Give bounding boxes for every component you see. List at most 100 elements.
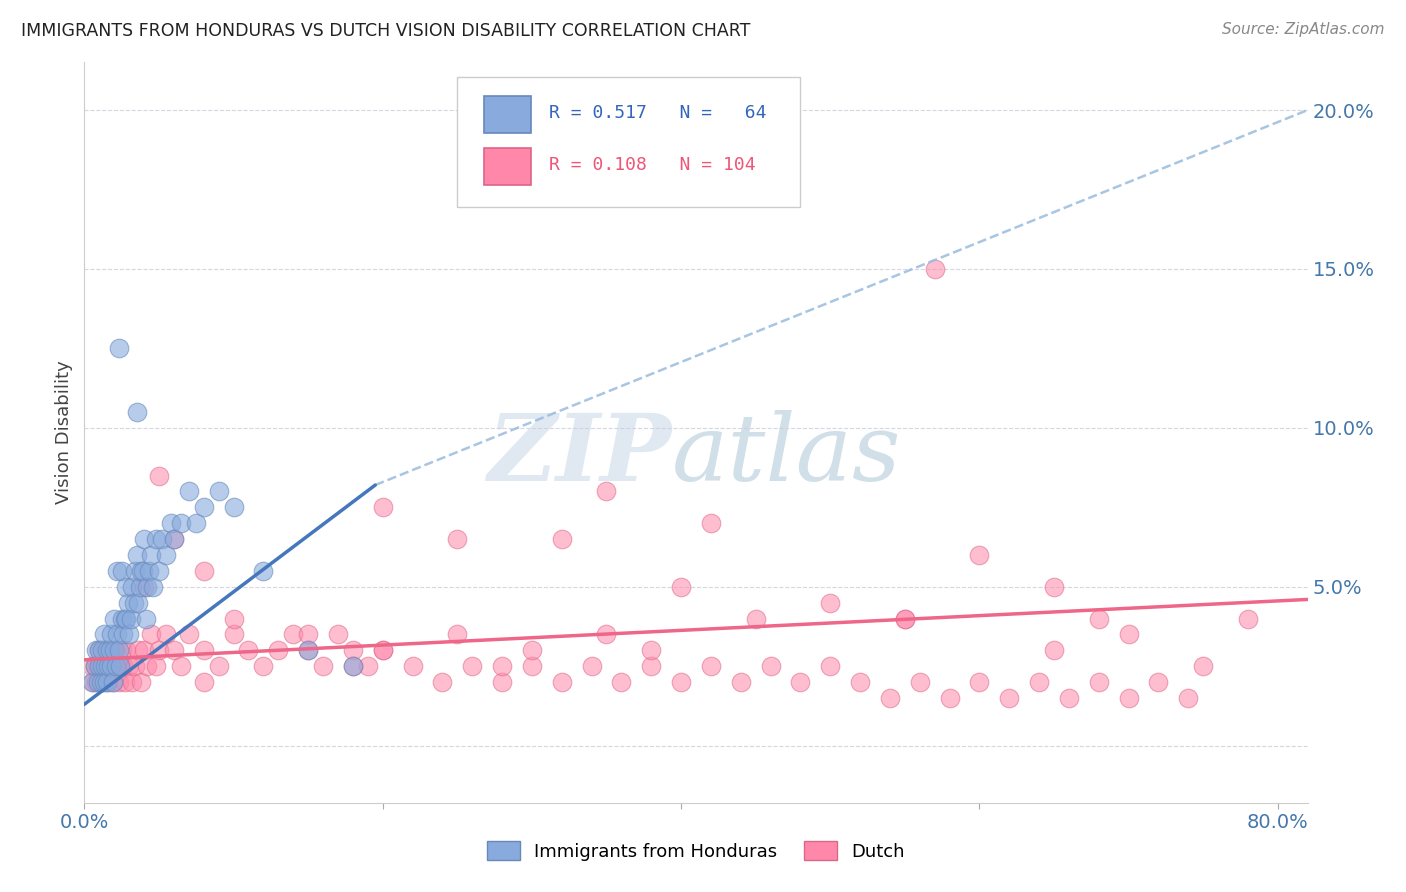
Point [193, 643, 215, 657]
FancyBboxPatch shape [484, 147, 531, 185]
Point [136, 580, 159, 594]
Point [125, 405, 148, 419]
Point [118, 659, 141, 673]
Point [432, 675, 454, 690]
Point [446, 532, 468, 546]
Point [669, 675, 692, 690]
Point [107, 342, 129, 356]
Point [84, 675, 107, 690]
Point [128, 580, 150, 594]
Point [640, 643, 662, 657]
Point [252, 659, 274, 673]
Point [730, 675, 752, 690]
Point [461, 659, 484, 673]
Point [98, 659, 121, 673]
Point [297, 643, 319, 657]
Point [82, 675, 104, 690]
Point [551, 675, 574, 690]
Point [111, 643, 134, 657]
Point [124, 659, 146, 673]
Y-axis label: Vision Disability: Vision Disability [55, 360, 73, 505]
Point [98, 643, 121, 657]
Point [1087, 611, 1109, 625]
Point [491, 675, 513, 690]
Point [938, 690, 960, 705]
Point [155, 627, 177, 641]
Point [108, 659, 131, 673]
Point [80, 659, 103, 673]
Point [104, 643, 127, 657]
Point [91, 643, 114, 657]
Point [125, 548, 148, 562]
Point [1147, 675, 1170, 690]
Point [1118, 627, 1140, 641]
Point [132, 643, 155, 657]
Point [252, 564, 274, 578]
Point [879, 690, 901, 705]
Point [104, 659, 127, 673]
Point [1192, 659, 1215, 673]
Point [789, 675, 811, 690]
Point [193, 675, 215, 690]
Point [135, 611, 157, 625]
Point [97, 675, 120, 690]
Point [283, 627, 305, 641]
Point [818, 596, 841, 610]
Point [83, 659, 105, 673]
Point [87, 659, 110, 673]
Point [131, 564, 153, 578]
Point [160, 516, 183, 531]
Point [595, 484, 617, 499]
Point [155, 548, 177, 562]
Point [1043, 643, 1066, 657]
Point [1087, 675, 1109, 690]
Point [177, 484, 200, 499]
Point [103, 659, 125, 673]
Point [342, 643, 364, 657]
Point [357, 659, 380, 673]
Text: atlas: atlas [672, 409, 901, 500]
Point [129, 675, 152, 690]
Point [193, 564, 215, 578]
Point [93, 675, 115, 690]
Point [610, 675, 633, 690]
Point [124, 564, 146, 578]
Point [115, 580, 138, 594]
Point [924, 262, 946, 277]
Point [177, 627, 200, 641]
Point [120, 611, 142, 625]
Point [94, 643, 117, 657]
Point [121, 580, 143, 594]
Point [193, 500, 215, 515]
Text: Source: ZipAtlas.com: Source: ZipAtlas.com [1222, 22, 1385, 37]
Point [90, 659, 112, 673]
Point [1043, 580, 1066, 594]
Point [297, 643, 319, 657]
Point [849, 675, 872, 690]
Point [744, 611, 766, 625]
Point [127, 596, 149, 610]
Point [297, 627, 319, 641]
Point [96, 643, 118, 657]
Point [238, 643, 260, 657]
Point [163, 643, 186, 657]
Point [148, 564, 170, 578]
Point [105, 659, 128, 673]
Point [112, 627, 135, 641]
Point [1177, 690, 1199, 705]
Point [700, 659, 723, 673]
Text: R = 0.108   N = 104: R = 0.108 N = 104 [550, 155, 756, 174]
Point [90, 675, 112, 690]
Point [163, 532, 186, 546]
Point [108, 659, 131, 673]
Point [114, 675, 136, 690]
Point [141, 627, 163, 641]
Point [94, 659, 117, 673]
Point [96, 659, 118, 673]
Point [100, 643, 122, 657]
Point [91, 659, 114, 673]
Point [640, 659, 662, 673]
Point [141, 548, 163, 562]
Point [89, 643, 111, 657]
Legend: Immigrants from Honduras, Dutch: Immigrants from Honduras, Dutch [479, 833, 912, 868]
